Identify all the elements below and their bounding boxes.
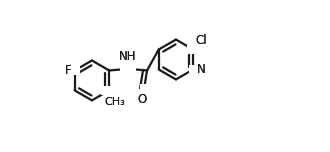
Text: N: N	[197, 63, 206, 76]
Text: CH₃: CH₃	[104, 97, 125, 107]
Text: CH₃: CH₃	[104, 97, 125, 107]
Text: Cl: Cl	[196, 34, 208, 47]
Text: N: N	[197, 63, 206, 76]
Text: F: F	[65, 64, 72, 77]
Text: O: O	[137, 93, 147, 106]
Text: NH: NH	[119, 50, 137, 63]
Bar	[70, 66, 80, 75]
Bar	[187, 45, 199, 54]
Bar	[189, 65, 198, 74]
Text: Cl: Cl	[196, 34, 208, 47]
Text: NH: NH	[119, 50, 137, 63]
Bar	[120, 64, 136, 74]
Bar	[101, 86, 117, 95]
Bar	[140, 84, 148, 94]
Text: F: F	[65, 64, 72, 77]
Text: O: O	[137, 93, 147, 106]
